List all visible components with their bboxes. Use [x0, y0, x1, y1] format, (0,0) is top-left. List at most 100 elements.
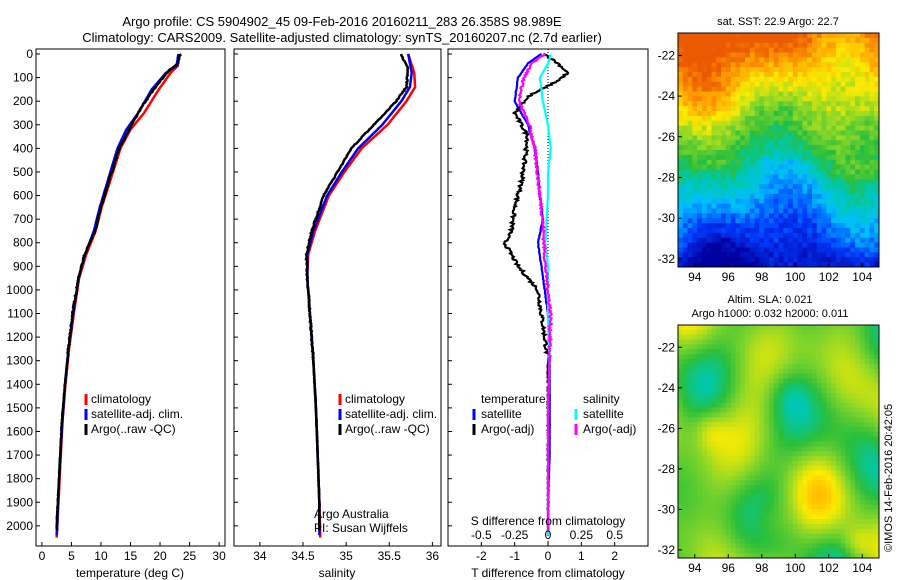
- sla-cell: [678, 349, 684, 355]
- sla-cell: [821, 538, 827, 545]
- map-x-tick-label: 94: [688, 561, 702, 575]
- sla-cell: [778, 519, 784, 525]
- sst-cell: [816, 47, 823, 54]
- sla-cell: [788, 422, 794, 428]
- sla-cell: [754, 533, 760, 540]
- sst-cell: [687, 164, 693, 171]
- sst-cell: [768, 223, 775, 229]
- sla-cell: [802, 358, 808, 365]
- sst-cell: [721, 115, 727, 122]
- sla-cell: [740, 339, 746, 346]
- sla-cell: [821, 528, 827, 535]
- sst-cell: [850, 130, 856, 136]
- sla-cell: [855, 499, 861, 506]
- sla-cell: [835, 329, 842, 336]
- sla-cell: [812, 397, 818, 404]
- sla-cell: [759, 436, 765, 443]
- sla-cell: [792, 397, 799, 404]
- sla-cell: [749, 407, 756, 413]
- sla-cell: [716, 436, 722, 443]
- depth-tick-label: 300: [13, 118, 33, 132]
- sla-cell: [745, 470, 751, 477]
- sla-cell: [831, 524, 837, 530]
- sla-cell: [797, 470, 804, 477]
- sla-cell: [783, 538, 789, 545]
- sst-cell: [874, 130, 879, 136]
- sst-cell: [816, 111, 823, 117]
- sst-cell: [687, 91, 693, 97]
- sla-cell: [816, 388, 823, 394]
- sst-cell: [816, 198, 823, 205]
- sst-cell: [749, 189, 756, 195]
- sla-cell: [869, 538, 875, 545]
- sla-cell: [716, 504, 722, 511]
- sla-cell: [807, 407, 813, 413]
- sst-cell: [768, 76, 775, 83]
- sla-cell: [840, 475, 847, 481]
- sla-cell: [778, 383, 784, 389]
- sla-cell: [797, 480, 804, 486]
- sla-cell: [859, 422, 866, 428]
- sst-cell: [831, 81, 837, 88]
- sst-cell: [692, 189, 698, 195]
- sla-cell: [759, 344, 765, 350]
- sla-cell: [850, 475, 856, 481]
- sla-cell: [855, 460, 861, 467]
- sla-cell: [740, 334, 746, 341]
- sst-cell: [840, 203, 847, 210]
- sst-cell: [716, 252, 722, 258]
- sla-cell: [831, 388, 837, 394]
- sla-cell: [840, 524, 847, 530]
- sst-cell: [725, 247, 732, 253]
- sst-cell: [845, 130, 851, 136]
- sst-cell: [807, 33, 813, 39]
- sla-cell: [802, 456, 808, 462]
- series-line-argorawqc: [304, 53, 410, 531]
- sla-cell: [706, 490, 713, 496]
- sla-cell: [740, 460, 746, 467]
- sst-cell: [682, 262, 689, 267]
- sla-cell: [802, 344, 808, 350]
- sla-cell: [840, 465, 847, 472]
- sla-cell: [835, 431, 842, 438]
- sst-cell: [678, 125, 684, 132]
- sla-cell: [740, 475, 746, 481]
- sst-cell: [768, 154, 775, 161]
- sla-cell: [845, 456, 851, 462]
- sla-cell: [850, 436, 856, 443]
- sla-cell: [764, 329, 770, 336]
- sla-cell: [864, 417, 871, 423]
- sla-cell: [850, 533, 856, 540]
- sst-cell: [725, 130, 732, 136]
- sst-cell: [735, 154, 741, 161]
- sst-cell: [711, 91, 717, 97]
- sst-cell: [692, 47, 698, 54]
- sst-cell: [725, 193, 732, 200]
- sst-cell: [711, 81, 717, 88]
- sla-cell: [845, 358, 851, 365]
- sla-cell: [768, 509, 775, 515]
- sst-cell: [759, 184, 765, 190]
- sst-cell: [764, 111, 770, 117]
- sla-cell: [706, 548, 713, 554]
- sst-cell: [687, 184, 693, 190]
- depth-tick-label: 1100: [7, 307, 33, 321]
- sst-cell: [754, 101, 760, 107]
- sla-cell: [831, 465, 837, 472]
- sla-cell: [797, 354, 804, 360]
- sla-cell: [701, 363, 708, 370]
- sla-cell: [749, 363, 756, 370]
- sst-cell: [725, 184, 732, 190]
- sla-cell: [735, 441, 741, 447]
- sst-cell: [869, 184, 875, 190]
- sla-cell: [869, 368, 875, 375]
- sla-cell: [687, 519, 693, 525]
- sla-cell: [745, 543, 751, 549]
- sst-cell: [692, 106, 698, 112]
- sla-cell: [687, 509, 693, 515]
- sst-cell: [792, 130, 799, 136]
- sst-cell: [821, 159, 827, 166]
- sst-cell: [792, 189, 799, 195]
- sst-cell: [826, 223, 832, 229]
- sla-cell: [835, 354, 842, 360]
